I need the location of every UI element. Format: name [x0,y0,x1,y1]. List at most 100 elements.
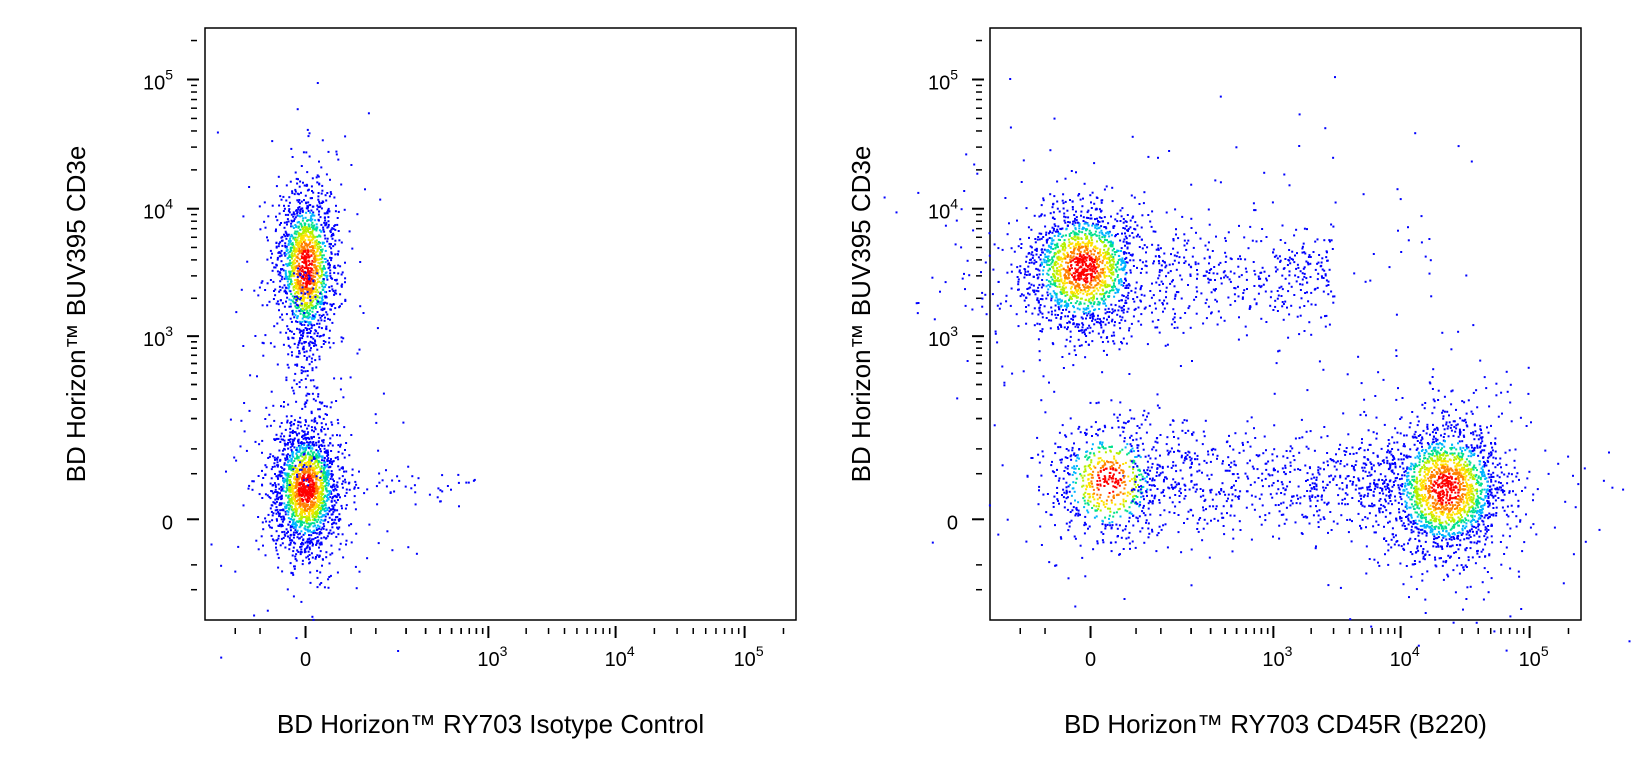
event-dot [1089,217,1092,220]
event-dot [320,261,323,264]
event-dot [1045,285,1048,288]
event-dot [1214,279,1216,281]
event-dot [1134,307,1137,310]
event-dot [322,493,325,496]
event-dot [1065,302,1068,305]
event-dot [287,472,290,475]
event-dot [306,301,309,304]
event-dot [1125,296,1128,299]
event-dot [281,570,284,573]
event-dot [303,509,306,512]
event-dot [307,500,310,502]
event-dot [315,502,318,505]
event-dot [1028,252,1031,254]
event-dot [304,541,307,544]
event-dot [220,564,223,567]
event-dot [1124,232,1126,235]
event-dot [274,509,277,512]
event-dot [310,277,313,280]
event-dot [302,474,305,477]
event-dot [305,515,308,518]
event-dot [1064,315,1067,318]
event-dot [306,128,309,131]
tick-base: 0 [162,512,173,534]
event-dot [1126,242,1129,245]
event-dot [304,277,307,280]
event-dot [292,439,295,442]
event-dot [304,370,307,373]
event-dot [234,570,237,573]
event-dot [300,494,303,497]
event-dot [330,259,333,262]
event-dot [1055,230,1057,233]
event-dot [336,223,339,226]
event-dot [306,171,309,174]
event-dot [1145,271,1148,274]
event-dot [321,267,324,270]
event-dot [261,304,264,307]
event-dot [305,556,308,559]
event-dot [304,250,307,253]
event-dot [1047,311,1050,314]
event-dot [326,209,329,212]
event-dot [304,287,307,290]
event-dot [1032,289,1035,292]
event-dot [1047,257,1049,260]
event-dot [1053,280,1056,283]
event-dot [287,517,290,520]
event-dot [282,195,285,198]
event-dot [315,344,318,347]
event-dot [320,450,322,453]
event-dot [307,264,310,267]
event-dot [1017,278,1020,281]
event-dot [262,354,265,357]
event-dot [288,485,291,488]
event-dot [313,515,316,518]
tick-base: 10 [1262,649,1284,671]
event-dot [312,481,315,484]
event-dot [312,234,315,237]
event-dot [1091,319,1094,322]
event-dot [1001,248,1004,251]
event-dot [321,498,324,501]
event-dot [308,463,311,466]
event-dot [275,549,278,552]
event-dot [1038,238,1041,241]
event-dot [291,441,294,444]
event-dot [302,476,305,478]
event-dot [304,292,307,295]
event-dot [319,543,322,546]
event-dot [305,509,308,512]
event-dot [1122,337,1125,340]
event-dot [1068,233,1071,236]
event-dot [299,512,302,515]
event-dot [319,531,322,533]
event-dot [324,249,327,252]
event-dot [296,468,299,471]
event-dot [318,326,321,329]
event-dot [344,298,347,301]
event-dot [330,475,333,478]
event-dot [297,257,300,260]
event-dot [1139,259,1142,262]
event-dot [1157,248,1160,251]
event-dot [1124,258,1127,260]
event-dot [1049,193,1052,196]
event-dot [317,504,320,507]
event-dot [1069,199,1071,201]
event-dot [1078,230,1081,233]
event-dot [292,595,295,598]
event-dot [1208,278,1211,281]
event-dot [306,546,309,549]
event-dot [276,465,279,468]
event-dot [1048,259,1051,262]
event-dot [1065,308,1068,311]
event-dot [306,464,309,467]
event-dot [295,511,298,514]
event-dot [293,460,296,462]
event-dot [1111,242,1114,245]
event-dot [1043,261,1046,264]
event-dot [1110,240,1112,243]
event-dot [1094,308,1097,311]
event-dot [298,265,301,268]
